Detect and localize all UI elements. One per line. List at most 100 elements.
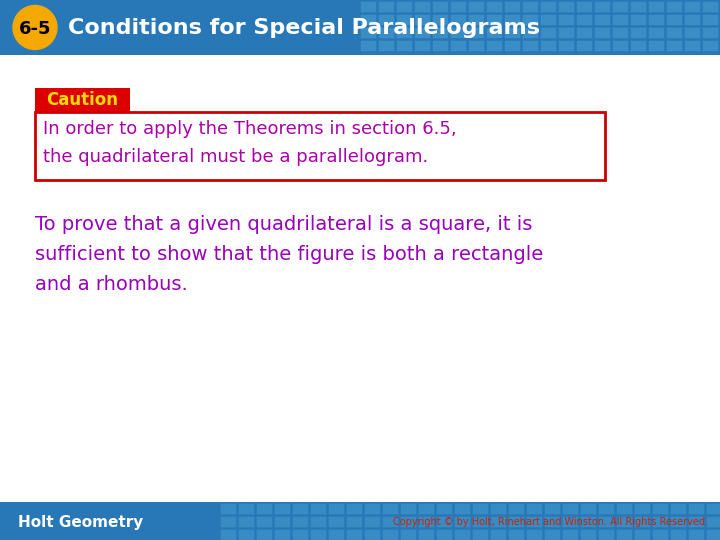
Text: Copyright © by Holt, Rinehart and Winston. All Rights Reserved.: Copyright © by Holt, Rinehart and Winsto…: [393, 517, 708, 527]
Bar: [702, 40, 718, 51]
Bar: [238, 529, 254, 540]
Text: Conditions for Special Parallelograms: Conditions for Special Parallelograms: [68, 18, 540, 38]
Bar: [508, 516, 524, 527]
Bar: [432, 14, 448, 25]
Bar: [360, 40, 376, 51]
Bar: [544, 529, 560, 540]
Bar: [436, 516, 452, 527]
Bar: [238, 516, 254, 527]
Bar: [522, 27, 538, 38]
Bar: [688, 516, 704, 527]
Bar: [612, 14, 628, 25]
Bar: [35, 112, 605, 180]
Bar: [540, 1, 556, 12]
Bar: [706, 503, 720, 514]
Bar: [670, 516, 686, 527]
Circle shape: [13, 5, 57, 50]
Bar: [558, 27, 574, 38]
Bar: [382, 529, 398, 540]
Bar: [562, 516, 578, 527]
Bar: [576, 27, 592, 38]
Bar: [382, 503, 398, 514]
Bar: [292, 503, 308, 514]
Bar: [364, 529, 380, 540]
Bar: [670, 503, 686, 514]
Bar: [666, 14, 682, 25]
Bar: [256, 529, 272, 540]
Text: Caution: Caution: [47, 91, 119, 109]
Bar: [562, 529, 578, 540]
Bar: [558, 40, 574, 51]
Bar: [522, 40, 538, 51]
Bar: [684, 27, 700, 38]
Bar: [508, 529, 524, 540]
Text: and a rhombus.: and a rhombus.: [35, 275, 188, 294]
Bar: [526, 503, 542, 514]
Bar: [652, 503, 668, 514]
Bar: [346, 503, 362, 514]
Text: the quadrilateral must be a parallelogram.: the quadrilateral must be a parallelogra…: [43, 148, 428, 166]
Bar: [35, 88, 130, 112]
Bar: [666, 27, 682, 38]
Bar: [580, 529, 596, 540]
Bar: [450, 14, 466, 25]
Bar: [468, 1, 484, 12]
Bar: [396, 1, 412, 12]
Bar: [328, 529, 344, 540]
Text: To prove that a given quadrilateral is a square, it is: To prove that a given quadrilateral is a…: [35, 215, 532, 234]
Bar: [274, 529, 290, 540]
Bar: [486, 40, 502, 51]
Bar: [310, 503, 326, 514]
Bar: [540, 40, 556, 51]
Bar: [396, 40, 412, 51]
Bar: [490, 503, 506, 514]
Bar: [594, 1, 610, 12]
Bar: [274, 503, 290, 514]
Bar: [238, 503, 254, 514]
Bar: [504, 40, 520, 51]
Bar: [612, 40, 628, 51]
Bar: [540, 27, 556, 38]
Bar: [454, 516, 470, 527]
Bar: [396, 14, 412, 25]
Bar: [576, 14, 592, 25]
Bar: [652, 516, 668, 527]
Bar: [594, 40, 610, 51]
Bar: [634, 503, 650, 514]
Bar: [436, 503, 452, 514]
Bar: [616, 516, 632, 527]
Bar: [256, 516, 272, 527]
Bar: [666, 1, 682, 12]
Bar: [580, 503, 596, 514]
Bar: [630, 40, 646, 51]
Bar: [432, 40, 448, 51]
Bar: [346, 516, 362, 527]
Bar: [378, 40, 394, 51]
Bar: [346, 529, 362, 540]
Bar: [580, 516, 596, 527]
Bar: [648, 27, 664, 38]
Bar: [432, 27, 448, 38]
Bar: [468, 14, 484, 25]
Bar: [526, 529, 542, 540]
Bar: [414, 1, 430, 12]
Text: Holt Geometry: Holt Geometry: [18, 515, 143, 530]
Bar: [558, 14, 574, 25]
Bar: [562, 503, 578, 514]
Bar: [472, 516, 488, 527]
Bar: [598, 529, 614, 540]
Bar: [360, 27, 376, 38]
Bar: [612, 1, 628, 12]
Bar: [540, 14, 556, 25]
Bar: [634, 529, 650, 540]
Bar: [378, 14, 394, 25]
Bar: [328, 516, 344, 527]
Bar: [486, 27, 502, 38]
Bar: [220, 503, 236, 514]
Bar: [454, 529, 470, 540]
Bar: [612, 27, 628, 38]
Bar: [544, 516, 560, 527]
Bar: [630, 27, 646, 38]
Bar: [504, 27, 520, 38]
Bar: [436, 529, 452, 540]
